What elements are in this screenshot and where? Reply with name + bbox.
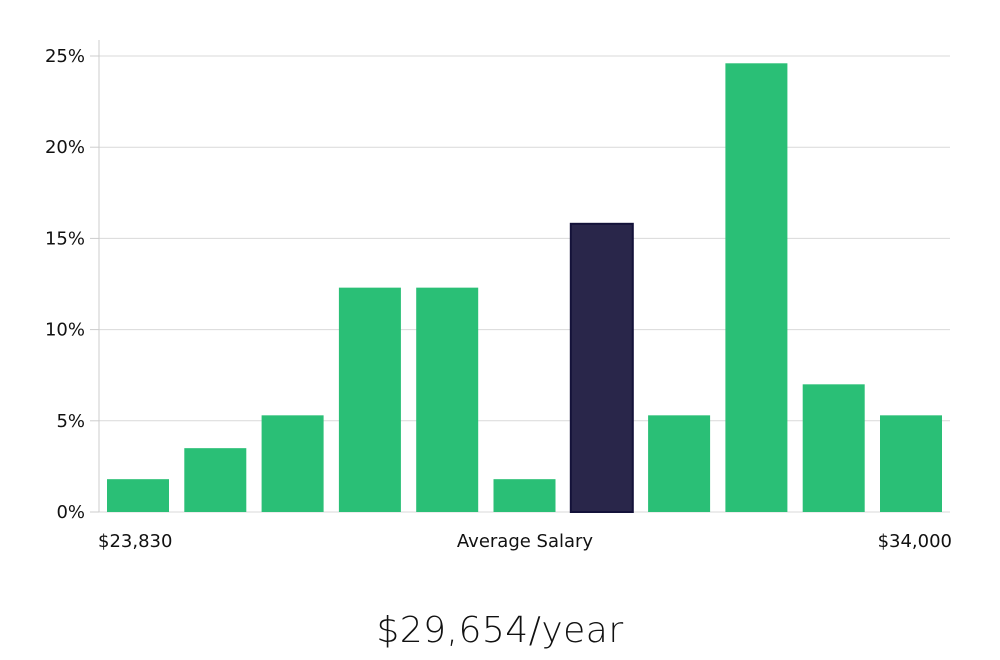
bar: [416, 287, 479, 512]
bar: [338, 287, 401, 512]
y-tick-label: 20%: [45, 137, 85, 158]
bar: [802, 384, 865, 512]
y-tick-label: 0%: [56, 502, 85, 523]
y-tick-label: 15%: [45, 228, 85, 249]
x-max-label: $34,000: [878, 531, 952, 552]
bar: [493, 479, 556, 512]
bars: [107, 63, 942, 513]
bar: [725, 63, 788, 513]
y-tick-labels: 0% 5% 10% 15% 20% 25%: [45, 46, 99, 523]
y-tick-label: 10%: [45, 320, 85, 341]
y-tick-label: 25%: [45, 46, 85, 67]
bar-highlighted: [569, 222, 634, 513]
x-min-label: $23,830: [98, 531, 172, 552]
bar: [184, 448, 247, 512]
salary-histogram: 0%5%10%15%20%25% $23,830 Average Salary …: [45, 40, 952, 552]
bar: [261, 415, 324, 512]
x-axis-title: Average Salary: [457, 531, 594, 552]
bar: [107, 479, 169, 512]
average-salary-value: $29,654/year: [376, 610, 624, 651]
y-tick-label: 5%: [56, 411, 85, 432]
bar: [880, 415, 942, 512]
bar: [648, 415, 711, 512]
